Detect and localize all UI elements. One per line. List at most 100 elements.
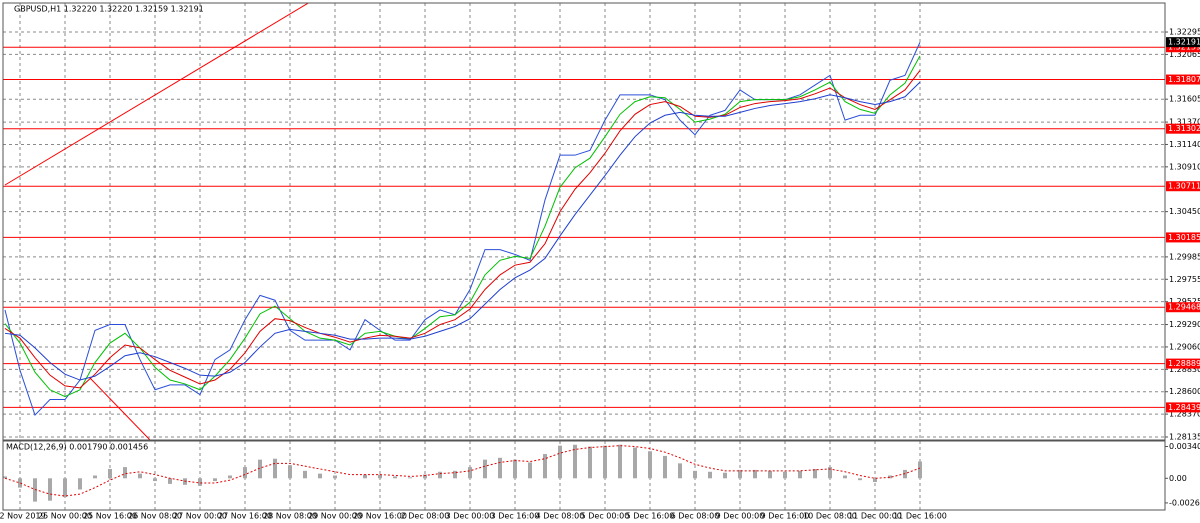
histogram-bar bbox=[783, 471, 787, 479]
x-tick-label: 27 Nov 00:00 bbox=[173, 512, 227, 521]
y-tick-label: 1.28600 bbox=[1169, 387, 1200, 396]
level-label: 1.30711 bbox=[1168, 182, 1200, 191]
histogram-bar bbox=[288, 465, 292, 479]
price-tag bbox=[1166, 37, 1200, 48]
histogram-bar bbox=[573, 444, 577, 479]
y-tick-label: 1.29525 bbox=[1169, 297, 1200, 306]
x-tick-label: 22 Nov 2019 bbox=[0, 512, 46, 521]
y-tick-label: 1.28135 bbox=[1169, 432, 1200, 441]
trendline bbox=[89, 377, 151, 440]
y-tick-label: 1.29060 bbox=[1169, 342, 1200, 351]
histogram-bar bbox=[858, 478, 862, 481]
marks-layer bbox=[3, 42, 1165, 502]
x-tick-label: 9 Dec 16:00 bbox=[761, 512, 810, 521]
histogram-bar bbox=[738, 469, 742, 479]
level-tag bbox=[1166, 302, 1200, 313]
y-tick-label: 1.31140 bbox=[1169, 140, 1200, 149]
y-tick-label: 0.00 bbox=[1169, 474, 1187, 483]
chart-title: GBPUSD,H1 1.32220 1.32220 1.32159 1.3219… bbox=[14, 5, 204, 14]
histogram-bar bbox=[528, 462, 532, 479]
histogram-bar bbox=[633, 447, 637, 479]
histogram-bar bbox=[498, 457, 502, 479]
level-tag bbox=[1166, 181, 1200, 192]
x-tick-label: 6 Dec 08:00 bbox=[671, 512, 720, 521]
x-tick-label: 10 Dec 08:00 bbox=[803, 512, 857, 521]
histogram-bar bbox=[543, 454, 547, 479]
y-tick-label: 1.29290 bbox=[1169, 320, 1200, 329]
series-line bbox=[4, 70, 921, 389]
level-label: 1.29468 bbox=[1168, 303, 1200, 312]
level-tag bbox=[1166, 42, 1200, 53]
histogram-bar bbox=[363, 474, 367, 479]
histogram-bar bbox=[198, 478, 202, 486]
series-line bbox=[4, 81, 921, 381]
histogram-bar bbox=[888, 475, 892, 479]
grid-layer bbox=[3, 3, 1165, 510]
histogram-bar bbox=[273, 458, 277, 479]
series-line bbox=[4, 445, 921, 497]
histogram-bar bbox=[153, 478, 157, 482]
y-tick-label: 1.29755 bbox=[1169, 275, 1200, 284]
histogram-bar bbox=[753, 469, 757, 479]
histogram-bar bbox=[318, 473, 322, 479]
histogram-bar bbox=[438, 471, 442, 479]
histogram-bar bbox=[3, 476, 7, 479]
histogram-bar bbox=[423, 474, 427, 479]
y-tick-label: 1.28370 bbox=[1169, 410, 1200, 419]
x-tick-label: 5 Dec 00:00 bbox=[581, 512, 630, 521]
histogram-bar bbox=[798, 470, 802, 479]
histogram-bar bbox=[708, 471, 712, 479]
y-tick-label: 1.32295 bbox=[1169, 28, 1200, 37]
y-tick-label: 1.30450 bbox=[1169, 207, 1200, 216]
histogram-bar bbox=[468, 467, 472, 479]
histogram-bar bbox=[93, 475, 97, 479]
level-tag bbox=[1166, 123, 1200, 134]
y-tick-label: 1.32065 bbox=[1169, 50, 1200, 59]
histogram-bar bbox=[63, 478, 67, 497]
level-label: 1.28889 bbox=[1168, 359, 1200, 368]
histogram-bar bbox=[768, 470, 772, 479]
y-tick-label: 1.30910 bbox=[1169, 162, 1200, 171]
histogram-bar bbox=[618, 444, 622, 479]
histogram-bar bbox=[393, 476, 397, 479]
x-tick-label: 29 Nov 16:00 bbox=[353, 512, 407, 521]
level-label: 1.31807 bbox=[1168, 75, 1200, 84]
x-tick-label: 2 Dec 08:00 bbox=[401, 512, 450, 521]
histogram-bar bbox=[408, 477, 412, 479]
level-tag bbox=[1166, 74, 1200, 85]
x-tick-label: 27 Nov 16:00 bbox=[218, 512, 272, 521]
histogram-bar bbox=[828, 467, 832, 479]
histogram-bar bbox=[378, 474, 382, 479]
y-tick-label: 1.29985 bbox=[1169, 252, 1200, 261]
y-tick-label: 0.003409 bbox=[1169, 442, 1200, 451]
histogram-bar bbox=[813, 468, 817, 479]
x-tick-label: 25 Nov 16:00 bbox=[83, 512, 137, 521]
level-tag bbox=[1166, 232, 1200, 243]
series-line bbox=[4, 55, 921, 398]
histogram-bar bbox=[678, 463, 682, 479]
trendline bbox=[4, 3, 310, 186]
y-tick-label: -0.00264 bbox=[1169, 498, 1200, 507]
histogram-bar bbox=[243, 467, 247, 479]
histogram-bar bbox=[123, 467, 127, 479]
histogram-bar bbox=[918, 461, 922, 479]
x-tick-label: 28 Nov 08:00 bbox=[263, 512, 317, 521]
histogram-bar bbox=[558, 445, 562, 479]
level-tag bbox=[1166, 358, 1200, 369]
x-tick-label: 29 Nov 00:00 bbox=[308, 512, 362, 521]
histogram-bar bbox=[648, 451, 652, 479]
histogram-bar bbox=[213, 478, 217, 482]
level-label: 1.28439 bbox=[1168, 403, 1200, 412]
x-tick-label: 4 Dec 08:00 bbox=[536, 512, 585, 521]
x-tick-label: 11 Dec 00:00 bbox=[848, 512, 902, 521]
histogram-bar bbox=[48, 478, 52, 501]
level-label: 1.32139 bbox=[1168, 43, 1200, 52]
histogram-bar bbox=[78, 478, 82, 490]
histogram-bar bbox=[873, 478, 877, 483]
x-tick-label: 9 Dec 00:00 bbox=[716, 512, 765, 521]
histogram-bar bbox=[723, 472, 727, 479]
macd-frame bbox=[2, 440, 1166, 511]
histogram-bar bbox=[483, 459, 487, 479]
